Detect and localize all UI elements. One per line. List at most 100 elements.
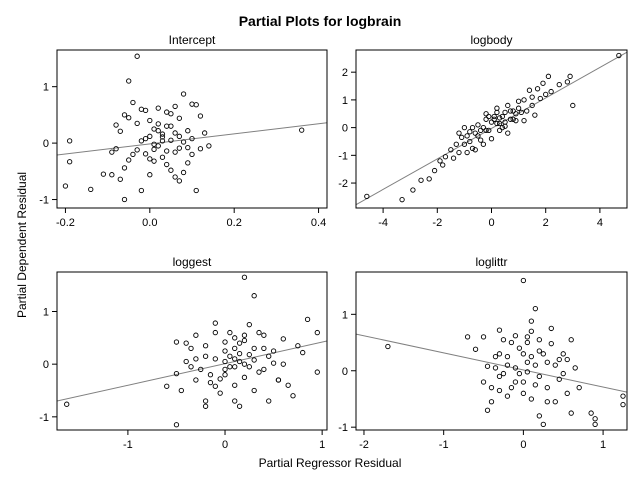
data-point [100,171,107,177]
points-group [62,53,305,203]
data-point [285,382,291,388]
data-point [560,370,566,377]
data-point [193,187,199,194]
data-point [198,366,204,373]
data-point [500,370,507,377]
data-point [261,366,267,373]
data-point [492,353,499,360]
data-point [532,382,538,388]
data-point [147,133,153,139]
data-point [202,403,209,409]
data-point [62,183,69,189]
data-point [232,398,238,404]
data-point [364,193,370,200]
data-point [536,413,542,419]
data-point [290,393,296,399]
data-point [518,109,524,116]
data-point [109,172,115,178]
data-point [164,109,170,115]
data-point [134,53,140,59]
data-point [528,318,535,324]
data-point [528,328,535,334]
data-point [536,348,542,354]
data-point [496,373,503,380]
y-tick-label: -1 [39,195,49,207]
data-point [134,147,140,153]
data-point [183,358,189,365]
data-point [168,137,174,143]
data-point [499,124,505,131]
panel-title: loggest [173,255,212,269]
data-point [440,162,446,168]
data-point [117,128,123,134]
data-point [520,390,527,396]
data-point [620,393,626,399]
data-point [138,106,145,112]
data-point [548,88,554,95]
data-point [496,351,503,357]
data-point [491,116,497,122]
data-point [502,109,508,116]
data-point [266,353,272,359]
data-point [620,401,626,408]
data-point [459,134,465,140]
data-point [236,358,243,365]
data-point [532,112,538,118]
x-tick-label: 1 [319,439,325,451]
data-point [189,101,195,107]
data-point [256,329,262,336]
data-point [510,108,516,114]
data-point [524,108,530,114]
data-point [588,410,594,416]
data-point [134,120,140,127]
y-tick-label: -1 [338,150,348,162]
data-point [176,178,182,184]
data-point [453,141,459,147]
data-point [494,105,500,111]
data-point [159,131,166,137]
y-tick-label: 0 [342,366,348,378]
data-point [236,350,243,357]
data-point [486,113,492,120]
data-point [442,154,449,160]
data-point [232,345,238,352]
data-point [222,348,228,354]
data-point [295,343,301,349]
data-point [560,351,566,357]
data-point [508,339,515,346]
data-point [227,364,233,370]
data-point [67,159,73,165]
data-point [138,187,145,194]
data-point [504,362,511,368]
data-point [178,387,184,394]
data-point [544,385,550,391]
data-point [512,365,519,371]
data-point [113,146,119,152]
plot-frame [355,271,628,431]
data-point [437,158,443,164]
data-point [524,359,531,365]
data-point [418,177,424,183]
panel-logbody: logbody -4 -2 0 2 4 -2 -1 0 1 2 [338,33,628,229]
x-tick-label: -2 [432,217,442,229]
plot-frame [56,271,328,431]
x-axis-label: Partial Regressor Residual [259,456,402,470]
y-tick-label: -2 [338,178,348,190]
data-point [300,349,306,356]
data-point [180,169,187,176]
data-point [147,117,153,124]
data-point [155,121,161,127]
data-point [151,141,157,147]
data-point [202,398,209,404]
data-point [488,119,495,125]
data-point [567,73,573,79]
data-point [472,130,478,136]
data-point [168,167,174,173]
data-point [496,127,503,134]
y-tick-label: 0 [43,138,49,150]
data-point [526,87,533,93]
data-point [217,376,223,382]
data-point [88,186,94,193]
data-point [399,197,405,203]
data-point [246,352,252,358]
